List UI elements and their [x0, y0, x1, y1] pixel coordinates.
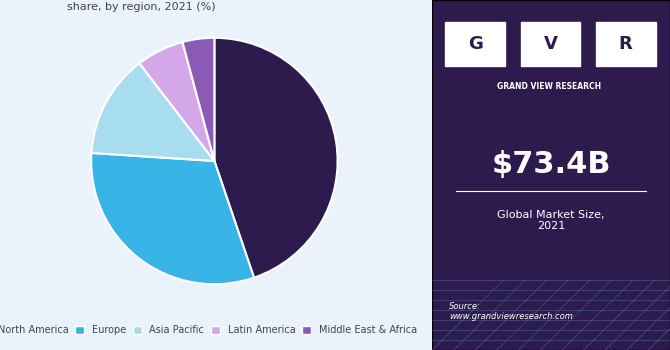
Text: Source:
www.grandviewresearch.com: Source: www.grandviewresearch.com [449, 302, 573, 321]
Wedge shape [91, 153, 254, 284]
Legend: North America, Europe, Asia Pacific, Latin America, Middle East & Africa: North America, Europe, Asia Pacific, Lat… [0, 322, 419, 338]
Text: Global Market Size,
2021: Global Market Size, 2021 [497, 210, 605, 231]
FancyBboxPatch shape [596, 22, 655, 66]
FancyBboxPatch shape [432, 0, 670, 350]
Wedge shape [214, 38, 338, 278]
Wedge shape [182, 38, 214, 161]
FancyBboxPatch shape [521, 22, 580, 66]
Text: GRAND VIEW RESEARCH: GRAND VIEW RESEARCH [497, 82, 602, 91]
Wedge shape [139, 42, 214, 161]
Wedge shape [92, 63, 214, 161]
Text: R: R [619, 35, 632, 53]
FancyBboxPatch shape [446, 22, 505, 66]
Text: V: V [543, 35, 557, 53]
Text: share, by region, 2021 (%): share, by region, 2021 (%) [66, 2, 215, 12]
Text: G: G [468, 35, 483, 53]
Text: $73.4B: $73.4B [491, 150, 611, 179]
